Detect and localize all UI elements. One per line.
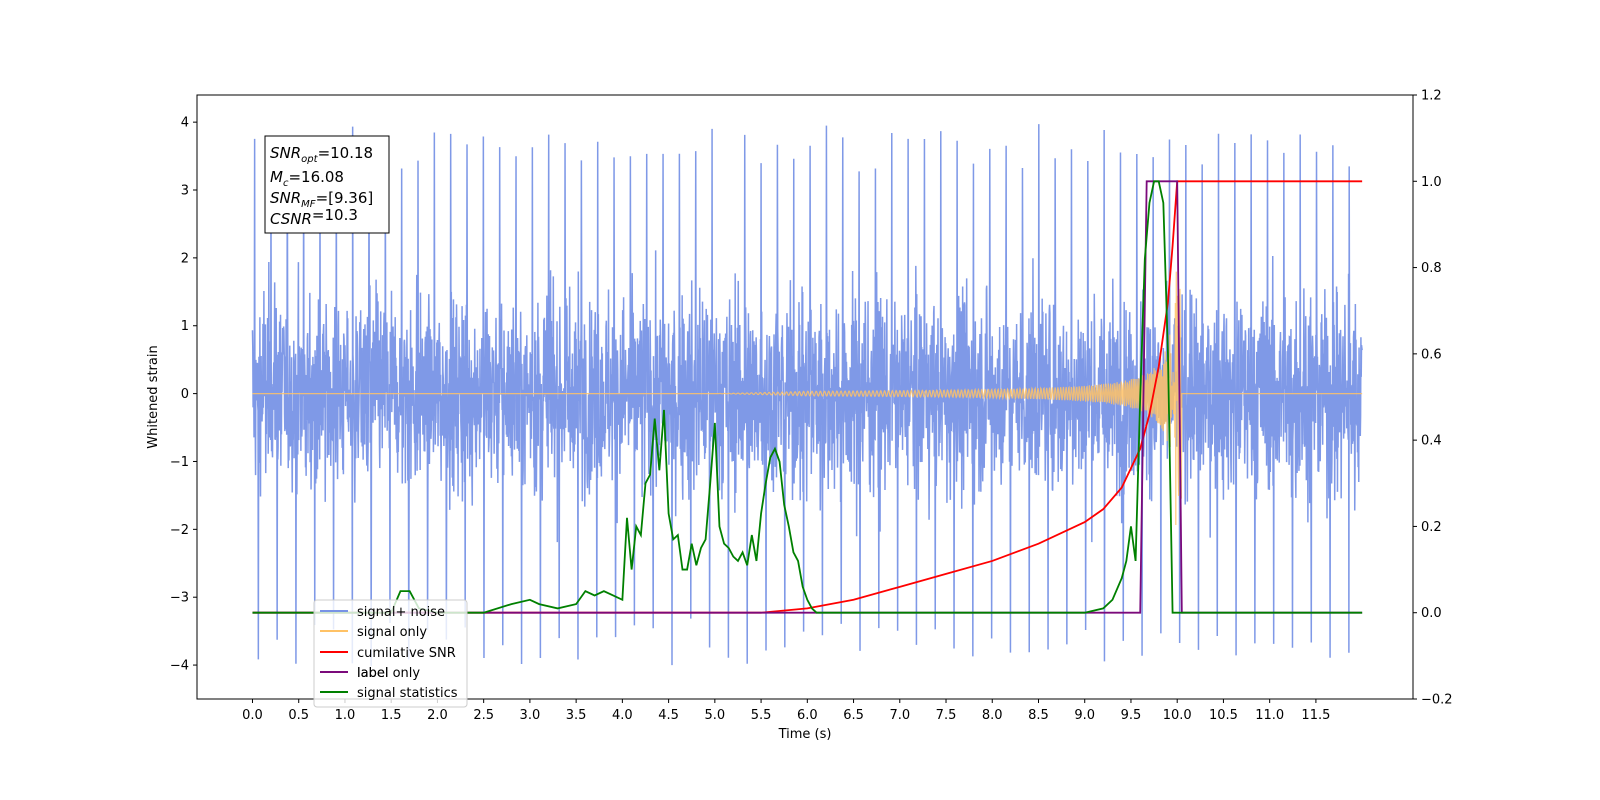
annotation-box: SNRopt=10.18 Mc=16.08 SNRMF=[9.36] CSNR=… xyxy=(264,135,390,234)
y-tick-label: −2 xyxy=(170,523,189,538)
x-tick-label: 2.5 xyxy=(473,708,494,723)
plot-area xyxy=(251,124,1363,667)
y2-tick-label: 0.6 xyxy=(1421,347,1442,362)
legend-label: signal statistics xyxy=(357,686,458,701)
y-axis-label: Whitened strain xyxy=(146,345,161,448)
y2-tick-label: −0.2 xyxy=(1421,693,1453,708)
y-axis-right: 1.2 1.0 0.8 0.6 0.4 0.2 0.0 −0.2 xyxy=(1413,89,1453,708)
legend-label: label xyxy=(357,666,388,681)
y-tick-label: 2 xyxy=(181,251,189,266)
x-tick-label: 8.5 xyxy=(1028,708,1049,723)
y2-tick-label: 0.4 xyxy=(1421,434,1442,449)
x-tick-label: 9.5 xyxy=(1121,708,1142,723)
x-tick-label: 0.5 xyxy=(288,708,309,723)
y2-tick-label: 0.2 xyxy=(1421,520,1442,535)
annotation-frame xyxy=(264,135,390,234)
x-tick-label: 1.5 xyxy=(381,708,402,723)
x-tick-label: 3.0 xyxy=(520,708,541,723)
x-tick-label: 9.0 xyxy=(1074,708,1095,723)
legend-entries: signal+ noise signal only cumilative SNR la… xyxy=(320,605,458,701)
legend: signal+ noise signal only cumilative SNR la… xyxy=(313,599,468,708)
x-tick-label: 10.0 xyxy=(1163,708,1192,723)
y-tick-label: 0 xyxy=(181,387,189,402)
x-tick-label: 11.5 xyxy=(1301,708,1330,723)
x-tick-label: 6.5 xyxy=(843,708,864,723)
y2-tick-label: 1.2 xyxy=(1421,89,1442,104)
x-tick-label: 11.0 xyxy=(1255,708,1284,723)
y-tick-label: 3 xyxy=(181,184,189,199)
x-tick-label: 7.0 xyxy=(889,708,910,723)
x-tick-label: 8.0 xyxy=(982,708,1003,723)
y2-tick-label: 1.0 xyxy=(1421,175,1442,190)
x-tick-label: 3.5 xyxy=(566,708,587,723)
annotation-chirp-mass: Mc=16.08 xyxy=(270,168,344,189)
annotation-snr-opt: SNRopt=10.18 xyxy=(270,144,373,165)
annotation-snr-mf: SNRMF=[9.36] xyxy=(270,189,373,210)
x-axis-label: Time (s) xyxy=(778,727,832,742)
legend-frame xyxy=(313,599,468,708)
x-tick-label: 7.5 xyxy=(936,708,957,723)
y-tick-label: 1 xyxy=(181,319,189,334)
x-tick-label: 5.0 xyxy=(704,708,725,723)
legend-label: signal+ noise xyxy=(357,605,445,620)
annotation-csnr: CSNR=10.3 xyxy=(270,206,358,228)
y2-tick-label: 0.0 xyxy=(1421,606,1442,621)
x-tick-label: 1.0 xyxy=(335,708,356,723)
x-axis: 0.0 0.5 1.0 1.5 2.0 2.5 3.0 3.5 4.0 4.5 5.0 5.5 6.0 6… xyxy=(242,699,1330,723)
series-signal-statistics xyxy=(252,180,1363,614)
series-signal-only xyxy=(252,271,1363,525)
series-cumulative-snr xyxy=(252,180,1363,614)
x-tick-label: 4.5 xyxy=(658,708,679,723)
series-layer xyxy=(251,124,1363,667)
y-tick-label: −1 xyxy=(170,455,189,470)
x-tick-label: 5.5 xyxy=(751,708,772,723)
legend-label: cumilative SNR xyxy=(357,646,456,661)
y2-tick-label: 0.8 xyxy=(1421,261,1442,276)
x-tick-label: 10.5 xyxy=(1209,708,1238,723)
y-tick-label: −3 xyxy=(170,591,189,606)
plot-frame xyxy=(196,94,1414,700)
y-axis-left: 4 3 2 1 0 −1 −2 −3 −4 xyxy=(170,116,197,674)
legend-label: signal only xyxy=(357,625,427,640)
legend-label: label only xyxy=(357,666,420,681)
y-tick-label: −4 xyxy=(170,659,189,674)
x-tick-label: 0.0 xyxy=(242,708,263,723)
x-tick-label: 4.0 xyxy=(612,708,633,723)
x-tick-label: 2.0 xyxy=(427,708,448,723)
x-tick-label: 6.0 xyxy=(797,708,818,723)
series-signal-noise xyxy=(251,124,1363,667)
y-tick-label: 4 xyxy=(181,116,189,131)
